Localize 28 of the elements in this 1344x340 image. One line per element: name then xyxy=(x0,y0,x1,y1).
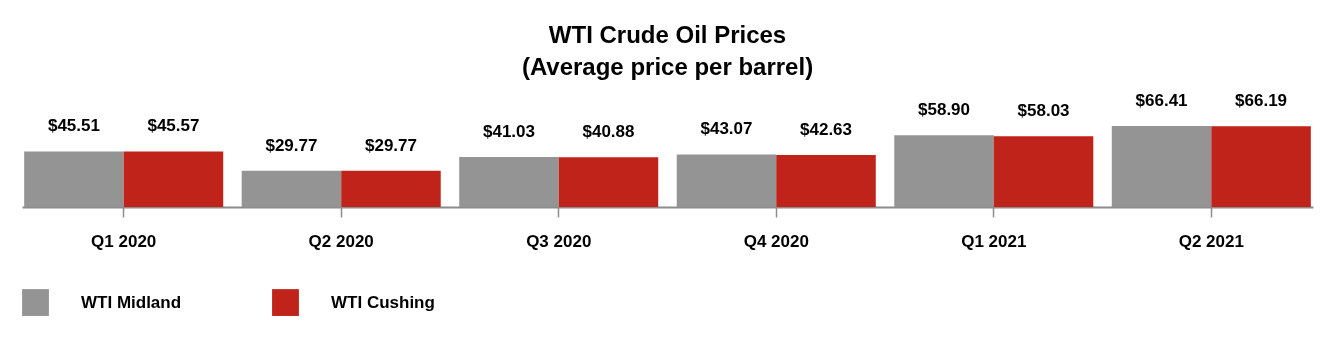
x-tick-label: Q4 2020 xyxy=(743,231,809,251)
bar xyxy=(776,155,876,207)
x-tick-label: Q3 2020 xyxy=(526,231,592,251)
legend-label: WTI Cushing xyxy=(331,292,435,312)
data-label: $41.03 xyxy=(482,121,535,141)
data-label: $58.90 xyxy=(918,100,971,120)
bar xyxy=(341,170,441,207)
x-tick-label: Q1 2021 xyxy=(961,231,1027,251)
x-tick-label: Q1 2020 xyxy=(91,231,157,251)
legend-label: WTI Midland xyxy=(81,292,182,312)
chart-title: WTI Crude Oil Prices xyxy=(548,21,787,48)
bar xyxy=(993,136,1094,207)
data-label: $42.63 xyxy=(800,120,853,139)
data-label: $66.19 xyxy=(1235,91,1288,111)
bar xyxy=(558,157,659,207)
bar xyxy=(123,151,224,207)
data-label: $58.03 xyxy=(1017,101,1070,121)
data-label: $40.88 xyxy=(582,122,635,142)
data-label: $43.07 xyxy=(700,119,753,139)
x-tick-label: Q2 2020 xyxy=(308,231,374,251)
data-label: $45.57 xyxy=(147,116,200,136)
data-label: $66.41 xyxy=(1135,91,1188,110)
data-label: $45.51 xyxy=(47,116,100,136)
data-label: $29.77 xyxy=(364,135,417,155)
data-label: $29.77 xyxy=(265,135,318,155)
x-tick-label: Q2 2021 xyxy=(1178,231,1244,251)
chart-subtitle: (Average price per barrel) xyxy=(521,53,814,80)
bar xyxy=(1211,126,1311,207)
